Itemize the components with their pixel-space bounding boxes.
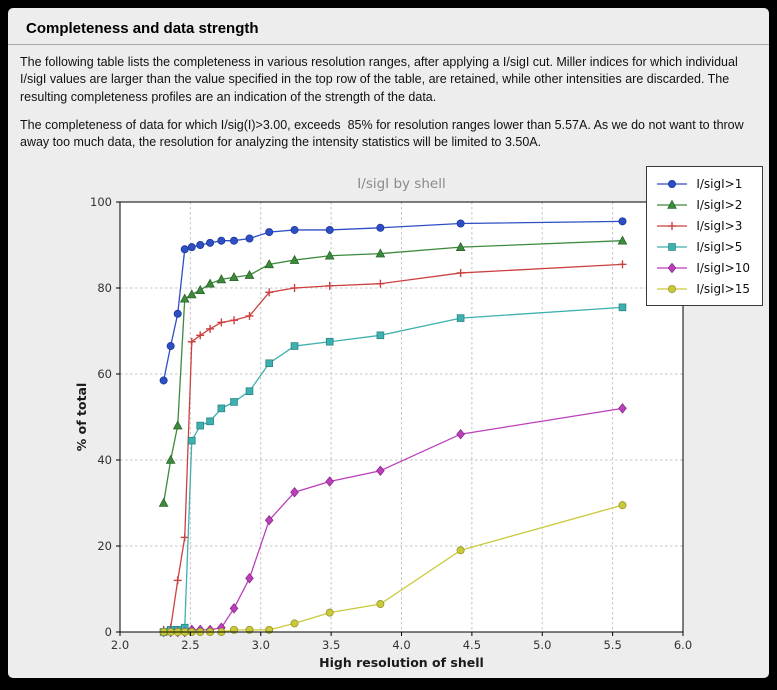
- svg-text:5.0: 5.0: [533, 638, 551, 652]
- legend-label: I/sigI>3: [696, 218, 743, 233]
- svg-text:4.5: 4.5: [463, 638, 481, 652]
- legend-item: I/sigI>3: [655, 215, 750, 236]
- tick-labels: 2.0 2.5 3.0 3.5 4.0 4.5 5.0 5.5 6.0 0 20 40 60 80 100: [90, 195, 692, 652]
- svg-text:3.0: 3.0: [252, 638, 270, 652]
- legend-marker-plus: [657, 221, 688, 230]
- svg-text:4.0: 4.0: [392, 638, 410, 652]
- y-axis-label: % of total: [74, 383, 89, 452]
- chart-legend: I/sigI>1 I/sigI>2 I/sigI>3 I/sigI>5 I/sigI>1…: [646, 166, 763, 307]
- legend-item: I/sigI>1: [655, 173, 750, 194]
- svg-text:80: 80: [97, 281, 112, 295]
- legend-item: I/sigI>2: [655, 194, 750, 215]
- svg-text:0: 0: [105, 625, 112, 639]
- x-axis-label: High resolution of shell: [319, 655, 484, 670]
- summary-paragraph: The completeness of data for which I/sig…: [20, 117, 748, 149]
- svg-text:60: 60: [97, 367, 112, 381]
- legend-marker-circle: [657, 179, 688, 188]
- svg-text:5.5: 5.5: [603, 638, 621, 652]
- legend-marker-triangle-up: [657, 199, 688, 209]
- svg-text:100: 100: [90, 195, 112, 209]
- chart-title: I/sigI by shell: [357, 176, 445, 192]
- report-window: Completeness and data strength The follo…: [8, 8, 769, 678]
- legend-label: I/sigI>15: [696, 281, 750, 296]
- legend-label: I/sigI>5: [696, 239, 743, 254]
- series-I/sigI>1: [159, 217, 627, 385]
- completeness-figure: 2.0 2.5 3.0 3.5 4.0 4.5 5.0 5.5 6.0 0 20 40 60 80 100 I…: [20, 162, 763, 677]
- svg-text:3.5: 3.5: [322, 638, 340, 652]
- svg-text:6.0: 6.0: [674, 638, 692, 652]
- intro-paragraph: The following table lists the completene…: [20, 55, 742, 104]
- legend-item: I/sigI>15: [655, 278, 750, 299]
- grid-lines: [120, 202, 683, 633]
- legend-marker-circle: [657, 284, 688, 293]
- svg-text:20: 20: [97, 539, 112, 553]
- svg-text:40: 40: [97, 453, 112, 467]
- svg-text:2.5: 2.5: [181, 638, 199, 652]
- legend-item: I/sigI>5: [655, 236, 750, 257]
- legend-item: I/sigI>10: [655, 257, 750, 278]
- title-separator: [8, 44, 769, 45]
- series-I/sigI>2: [158, 235, 628, 508]
- svg-text:2.0: 2.0: [111, 638, 129, 652]
- legend-marker-diamond: [657, 262, 688, 273]
- legend-label: I/sigI>10: [696, 260, 750, 275]
- legend-marker-square: [657, 242, 688, 251]
- legend-label: I/sigI>1: [696, 176, 743, 191]
- page-title: Completeness and data strength: [26, 20, 259, 37]
- legend-label: I/sigI>2: [696, 197, 743, 212]
- completeness-chart: 2.0 2.5 3.0 3.5 4.0 4.5 5.0 5.5 6.0 0 20 40 60 80 100 I…: [74, 176, 692, 670]
